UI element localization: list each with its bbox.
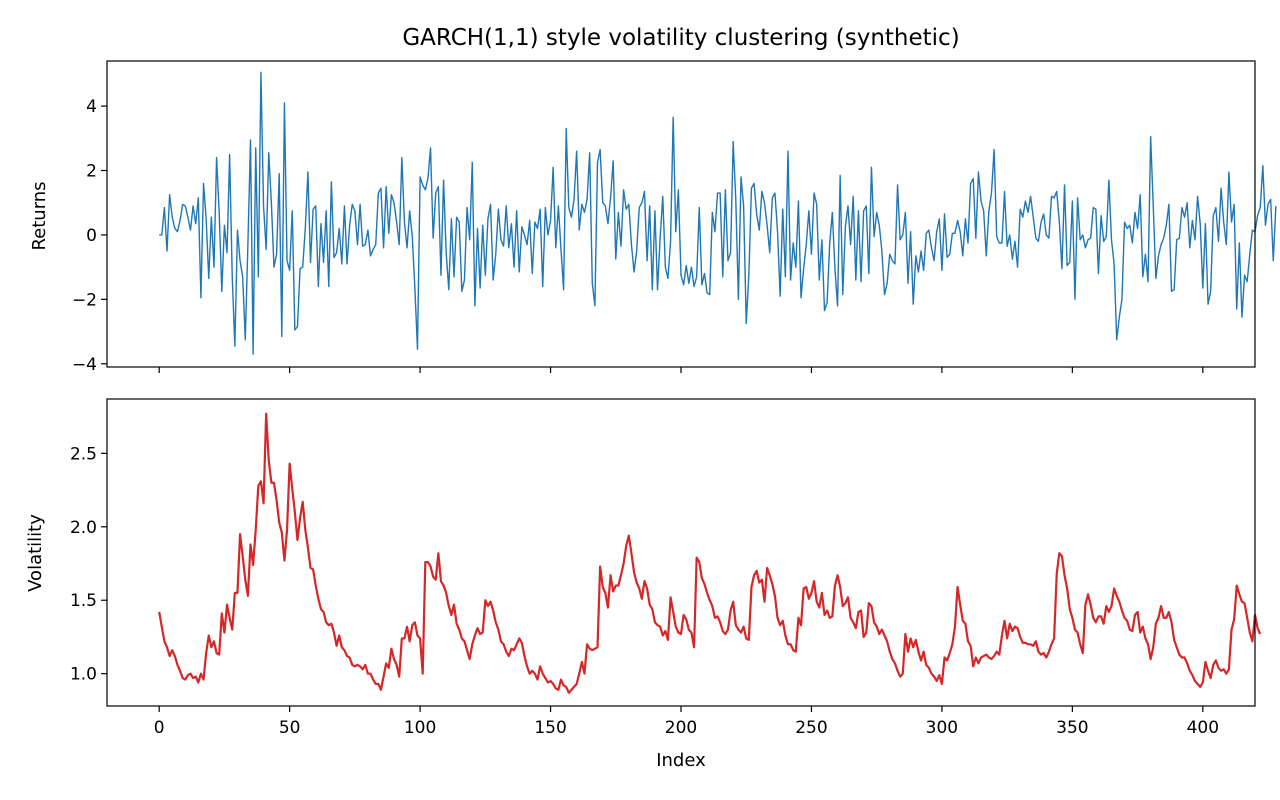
volatility-y-tick-label: 1.0: [70, 665, 97, 685]
volatility-x-tick-label: 150: [534, 718, 566, 738]
volatility-y-tick-label: 2.0: [70, 518, 97, 538]
volatility-y-axis-label: Volatility: [25, 514, 46, 592]
volatility-x-ticks: 0 50 100 150 200 250 300 350 400: [154, 706, 1219, 738]
returns-y-axis-label: Returns: [29, 181, 50, 250]
volatility-axes-frame: [106, 398, 1256, 707]
volatility-plot-area: [107, 399, 1255, 706]
returns-panel: −4 −2 0 2 4 Returns: [29, 60, 1277, 375]
returns-series-layer: [159, 71, 1277, 355]
volatility-x-tick-label: 350: [1056, 718, 1088, 738]
volatility-panel: 1.0 1.5 2.0 2.5 0 50 100 150 200 250 300 350 400 Vo…: [25, 398, 1262, 771]
returns-series-line: [159, 71, 1277, 355]
volatility-x-tick-label: 0: [154, 718, 165, 738]
volatility-x-tick-label: 50: [279, 718, 301, 738]
returns-y-tick-label: 2: [86, 162, 97, 182]
volatility-x-tick-label: 300: [926, 718, 958, 738]
x-axis-label: Index: [656, 750, 706, 771]
volatility-y-ticks: 1.0 1.5 2.0 2.5: [70, 444, 107, 685]
volatility-series-line: [158, 412, 1262, 694]
returns-y-ticks: −4 −2 0 2 4: [72, 97, 107, 375]
volatility-x-tick-label: 100: [404, 718, 436, 738]
volatility-x-tick-label: 200: [665, 718, 697, 738]
returns-y-tick-label: −4: [72, 355, 97, 375]
volatility-series-layer: [158, 412, 1262, 694]
volatility-y-tick-label: 2.5: [70, 444, 97, 464]
returns-y-tick-label: 0: [86, 226, 97, 246]
returns-axes-frame: [106, 60, 1256, 368]
returns-y-tick-label: −2: [72, 290, 97, 310]
volatility-x-tick-label: 400: [1187, 718, 1219, 738]
volatility-x-tick-label: 250: [795, 718, 827, 738]
returns-x-ticks: [158, 367, 1204, 373]
returns-y-tick-label: 4: [86, 97, 97, 117]
chart-title: GARCH(1,1) style volatility clustering (…: [402, 25, 959, 51]
volatility-y-tick-label: 1.5: [70, 591, 97, 611]
